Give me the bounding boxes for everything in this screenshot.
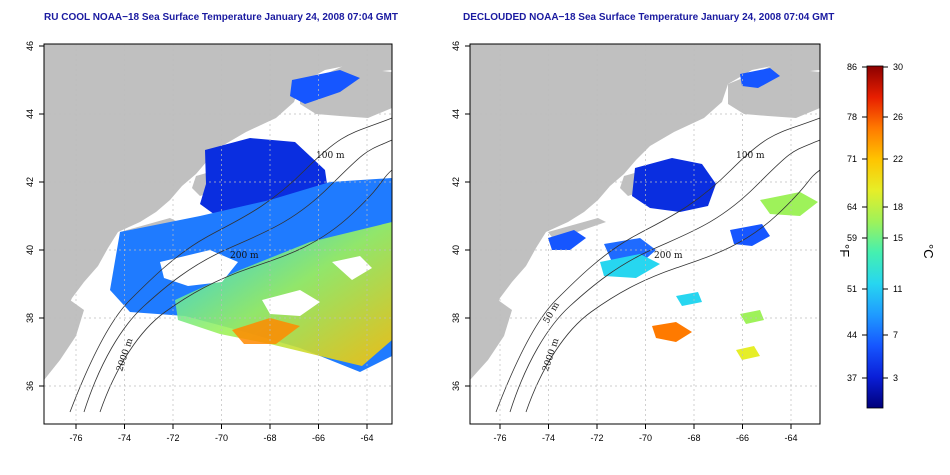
right-map-panel: 100 m 200 m 50 m 2000 m -76 -74 -72 -70 -68-… (451, 41, 821, 443)
colorbar-c-label: 30 (893, 62, 903, 72)
colorbar-gradient (866, 65, 884, 409)
right-sst-bay-of-fundy (740, 68, 780, 88)
colorbar-f-label: 64 (847, 202, 857, 212)
x-tick-label: -72 (590, 433, 603, 443)
y-tick-label: 44 (25, 109, 35, 119)
right-map-landmass (470, 44, 820, 378)
right-delmarva (470, 300, 512, 380)
colorbar-c-label: 18 (893, 202, 903, 212)
x-tick-label: -76 (69, 433, 82, 443)
right-contour-100m (495, 117, 821, 413)
x-tick-label: -68 (263, 433, 276, 443)
colorbar-c-label: 26 (893, 112, 903, 122)
colorbar-f-label: 86 (847, 62, 857, 72)
right-sst-warm-patch-c (740, 310, 764, 324)
left-panel-title: RU COOL NOAA−18 Sea Surface Temperature … (44, 12, 398, 23)
right-sst-cool-patch (676, 292, 702, 306)
x-tick-label: -76 (493, 433, 506, 443)
colorbar-f-label: 59 (847, 233, 857, 243)
left-map-panel: 100 m 200 m 2000 m -76 -74 -72 -70 -68 -66 -64… (25, 41, 393, 443)
celsius-unit-label: °C (921, 244, 936, 259)
colorbar-c-label: 15 (893, 233, 903, 243)
x-tick-label: -66 (312, 433, 325, 443)
colorbar-f-label: 44 (847, 330, 857, 340)
y-tick-label: 36 (451, 381, 461, 391)
left-sst-warm-core (232, 318, 300, 344)
right-sst-warm-patch-a (652, 322, 692, 342)
y-tick-label: 40 (25, 245, 35, 255)
right-contour-label-100m: 100 m (736, 151, 765, 161)
right-sst-gulfstream-patch (760, 192, 818, 216)
y-tick-label: 40 (451, 245, 461, 255)
x-tick-label: -72 (166, 433, 179, 443)
x-tick-label: -68 (687, 433, 700, 443)
left-map-landmass (44, 44, 392, 378)
right-contour-2000m (525, 169, 821, 413)
left-sst-warm-band (175, 222, 392, 366)
colorbar-c-label: 11 (893, 284, 902, 294)
left-contour-100m (69, 117, 393, 413)
y-tick-label: 42 (451, 177, 461, 187)
x-tick-label: -74 (118, 433, 131, 443)
y-tick-label: 44 (451, 109, 461, 119)
left-sst-bay-of-fundy (290, 70, 360, 104)
x-tick-label: -70 (215, 433, 228, 443)
right-sst-gulf-of-maine (632, 158, 716, 212)
y-tick-label: 46 (451, 41, 461, 51)
colorbar-c-label: 7 (893, 330, 898, 340)
colorbar-f-label: 71 (847, 154, 857, 164)
right-y-axis: 46 44 42 40 38 36 (451, 41, 471, 424)
colorbar-fahrenheit-axis: 86 78 71 64 59 51 44 37 (847, 62, 867, 383)
left-cloud-mask (160, 250, 372, 316)
y-tick-label: 46 (25, 41, 35, 51)
left-delmarva (44, 300, 84, 380)
left-gridlines (44, 44, 392, 424)
left-contour-label-200m: 200 m (230, 251, 259, 261)
x-tick-label: -64 (360, 433, 373, 443)
right-x-axis: -76 -74 -72 -70 -68 -66 -64 (470, 423, 820, 443)
colorbar-c-label: 3 (893, 373, 898, 383)
x-tick-label: -66 (736, 433, 749, 443)
y-tick-label: 38 (451, 313, 461, 323)
right-contour-label-200m: 200 m (654, 251, 683, 261)
right-sst-slope-patch (600, 254, 660, 278)
right-gridlines (470, 44, 820, 424)
colorbar-f-label: 37 (847, 373, 857, 383)
fahrenheit-unit-label: °F (837, 244, 852, 257)
left-x-axis: -76 -74 -72 -70 -68 -66 -64 (44, 423, 392, 443)
colorbar-f-label: 78 (847, 112, 857, 122)
colorbar: 86 78 71 64 59 51 44 37 30 26 22 18 15 11 7 3 °F °C (837, 62, 936, 409)
left-y-axis: 46 44 42 40 38 36 (25, 41, 45, 424)
colorbar-celsius-axis: 30 26 22 18 15 11 7 3 (883, 62, 903, 383)
colorbar-c-label: 22 (893, 154, 903, 164)
x-tick-label: -74 (542, 433, 555, 443)
right-panel-title: DECLOUDED NOAA−18 Sea Surface Temperatur… (463, 12, 835, 23)
y-tick-label: 36 (25, 381, 35, 391)
right-sst-shelf-patch-a (548, 230, 586, 250)
x-tick-label: -64 (784, 433, 797, 443)
y-tick-label: 42 (25, 177, 35, 187)
y-tick-label: 38 (25, 313, 35, 323)
x-tick-label: -70 (639, 433, 652, 443)
colorbar-f-label: 51 (847, 284, 857, 294)
right-sst-warm-patch-b (736, 346, 760, 360)
left-contour-label-100m: 100 m (316, 151, 345, 161)
